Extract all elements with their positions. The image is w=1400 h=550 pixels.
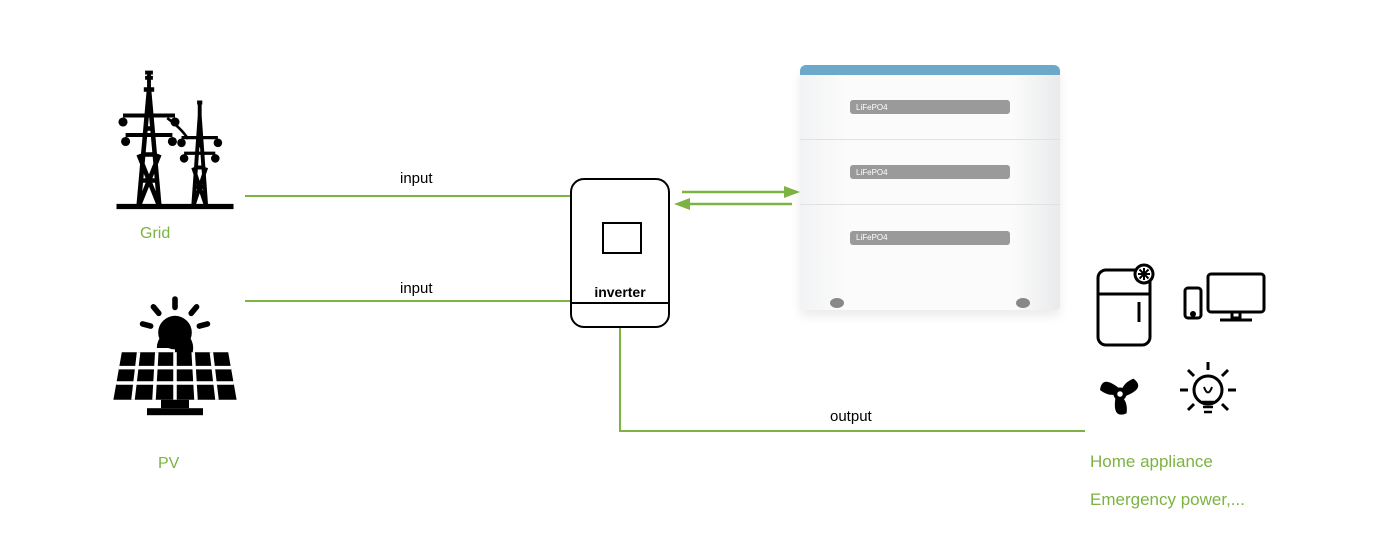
grid-icon: [110, 55, 240, 220]
edge-output-vert: [619, 328, 621, 430]
appliances-label-2: Emergency power,...: [1090, 490, 1245, 510]
inverter-screen: [602, 222, 642, 254]
edge-output-horiz: [619, 430, 1085, 432]
pv-icon: [105, 285, 245, 430]
battery-node: LiFePO4 LiFePO4 LiFePO4: [800, 65, 1060, 310]
inverter-divider: [572, 302, 668, 304]
appliances-node: [1090, 262, 1290, 437]
inverter-label: inverter: [572, 284, 668, 300]
battery-module-2: LiFePO4: [800, 140, 1060, 205]
edge-output-label: output: [830, 408, 872, 425]
edge-grid-inverter: [245, 195, 570, 197]
edge-pv-inverter: [245, 300, 570, 302]
pv-label: PV: [158, 455, 179, 473]
battery-module-3: LiFePO4: [800, 205, 1060, 270]
battery-module-1-label: LiFePO4: [856, 103, 888, 112]
edge-grid-inverter-label: input: [400, 170, 433, 187]
appliances-label-1: Home appliance: [1090, 452, 1213, 472]
battery-module-3-label: LiFePO4: [856, 233, 888, 242]
inverter-node: inverter: [570, 178, 670, 328]
battery-module-1: LiFePO4: [800, 75, 1060, 140]
battery-base: [800, 270, 1060, 302]
edge-pv-inverter-label: input: [400, 280, 433, 297]
edge-inverter-battery: [672, 178, 802, 223]
battery-top: [800, 65, 1060, 75]
grid-label: Grid: [140, 225, 170, 243]
battery-module-2-label: LiFePO4: [856, 168, 888, 177]
